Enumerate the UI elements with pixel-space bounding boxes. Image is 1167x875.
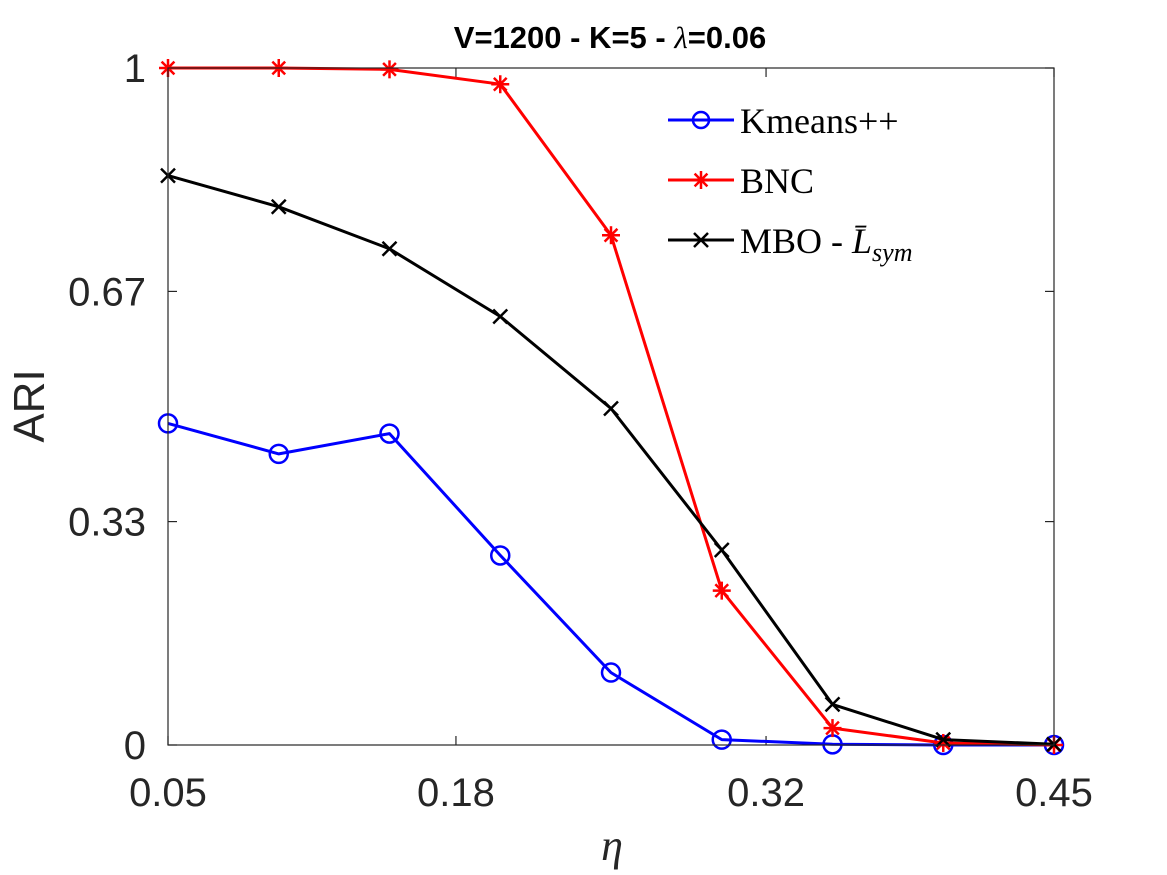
- plot-area: [168, 68, 1054, 745]
- y-tick-label: 0: [124, 724, 146, 768]
- data-point: [270, 198, 287, 215]
- legend-label-kmeans: Kmeans++: [740, 101, 899, 141]
- legend-entry-mbo: MBO - L̄sym: [668, 221, 912, 267]
- y-axis-label: ARI: [5, 369, 54, 442]
- data-point: [492, 308, 509, 325]
- y-tick-label: 0.67: [68, 270, 146, 314]
- data-point: [491, 75, 510, 94]
- chart-title: V=1200 - K=5 - λ=0.06: [454, 20, 766, 55]
- plot-frame: [167, 67, 1055, 746]
- legend-entry-bnc: BNC: [668, 161, 814, 201]
- legend-label-bnc: BNC: [740, 161, 814, 201]
- data-point: [600, 662, 622, 683]
- x-tick-label: 0.18: [417, 771, 495, 815]
- chart-title-prefix: V=1200 - K=5 -: [454, 20, 675, 55]
- y-tick-label: 1: [124, 47, 146, 91]
- legend-marker-asterisk: [692, 171, 710, 189]
- legend-label-mbo-symbol: L̄: [851, 221, 872, 261]
- data-point: [490, 545, 511, 566]
- data-point: [823, 719, 842, 738]
- legend-marker-circle: [691, 110, 711, 130]
- data-point: [381, 240, 398, 257]
- data-point: [380, 60, 399, 79]
- data-point: [603, 400, 619, 417]
- legend-label-mbo-main: MBO -: [740, 221, 852, 261]
- x-tick-label: 0.45: [1015, 771, 1093, 815]
- series-x: [160, 167, 1062, 753]
- legend: Kmeans++ BNC MBO - L̄sym: [668, 101, 912, 267]
- x-axis-label: η: [601, 821, 623, 870]
- data-point: [935, 731, 952, 748]
- data-point: [268, 443, 289, 465]
- chart-title-symbol: λ: [673, 20, 687, 55]
- data-point: [712, 581, 731, 600]
- y-tick-label: 0.33: [68, 501, 146, 545]
- axes: 0.05 0.18 0.32 0.45 0 0.33 0.67 1: [68, 47, 1093, 815]
- data-point: [602, 226, 620, 245]
- data-point: [379, 423, 400, 444]
- data-point: [713, 542, 730, 558]
- x-tick-label: 0.05: [129, 771, 207, 815]
- legend-marker-x: [693, 232, 709, 248]
- data-point: [824, 696, 841, 713]
- legend-label-mbo-sub: sym: [872, 238, 912, 267]
- legend-label-mbo: MBO - L̄sym: [740, 221, 912, 267]
- chart-title-suffix: =0.06: [688, 20, 766, 55]
- data-point: [711, 729, 732, 750]
- legend-entry-kmeans: Kmeans++: [668, 101, 899, 141]
- x-tick-label: 0.32: [727, 771, 805, 815]
